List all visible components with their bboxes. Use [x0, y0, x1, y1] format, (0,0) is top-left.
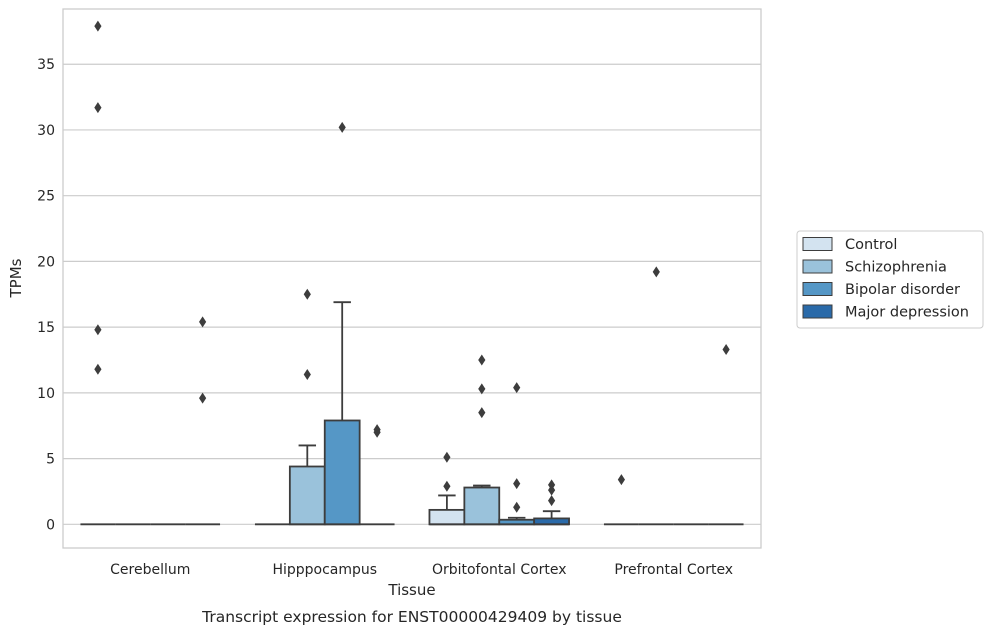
outlier-point	[303, 288, 311, 300]
box-2-1	[463, 484, 501, 526]
box-2-0	[428, 494, 466, 526]
x-tick-label: Cerebellum	[110, 562, 190, 578]
outlier-point	[373, 426, 381, 438]
outlier-point	[478, 407, 486, 419]
y-tick-label: 20	[37, 254, 55, 270]
outlier-point	[199, 392, 207, 404]
box-rect	[323, 419, 361, 526]
box-2-3	[533, 510, 570, 526]
y-tick-labels: 0 5 10 15 20 25 30 35	[37, 57, 55, 533]
x-tick-label: Hipppocampus	[272, 562, 377, 578]
outlier-point	[94, 363, 102, 375]
plot-frame	[62, 8, 762, 549]
outlier-point	[513, 382, 521, 394]
y-tick-label: 35	[37, 57, 55, 73]
outlier-point	[478, 383, 486, 395]
chart-caption: Transcript expression for ENST0000042940…	[201, 608, 622, 626]
y-tick-label: 30	[37, 123, 55, 139]
outlier-point	[94, 102, 102, 114]
legend-frame	[796, 230, 984, 329]
x-tick-label: Orbitofontal Cortex	[432, 562, 567, 578]
y-tick-label: 25	[37, 189, 55, 205]
outliers	[94, 20, 730, 513]
box-rect	[428, 508, 466, 526]
y-axis-title: TPMs	[7, 258, 25, 298]
outlier-point	[94, 20, 102, 32]
y-tick-label: 0	[46, 517, 55, 533]
legend-label: Control	[845, 237, 897, 253]
legend: Control Schizophrenia Bipolar disorder Majo…	[796, 230, 984, 329]
legend-swatch	[802, 304, 833, 319]
outlier-point	[513, 478, 521, 490]
box-rect	[288, 465, 326, 526]
legend-swatch	[802, 259, 833, 274]
grid-lines	[63, 63, 761, 525]
legend-label: Major depression	[845, 305, 969, 321]
outlier-point	[303, 368, 311, 380]
legend-label: Schizophrenia	[845, 260, 947, 276]
x-axis-title: Tissue	[387, 581, 435, 599]
outlier-point	[199, 316, 207, 328]
outlier-point	[617, 474, 625, 486]
box-1-1	[288, 444, 326, 526]
legend-label: Bipolar disorder	[845, 282, 960, 298]
outlier-point	[548, 495, 556, 507]
y-tick-label: 15	[37, 320, 55, 336]
outlier-point	[443, 451, 451, 463]
legend-items: Control Schizophrenia Bipolar disorder Majo…	[802, 237, 969, 321]
box-rect	[463, 486, 501, 526]
box-1-2	[323, 301, 361, 526]
legend-swatch	[802, 237, 833, 251]
y-tick-label: 5	[46, 452, 55, 468]
outlier-point	[722, 343, 730, 355]
boxes	[80, 301, 744, 526]
outlier-point	[478, 354, 486, 366]
x-tick-labels: Cerebellum Hipppocampus Orbitofontal Corte…	[110, 562, 733, 578]
outlier-point	[652, 266, 660, 278]
outlier-point	[94, 324, 102, 336]
outlier-point	[548, 484, 556, 496]
y-tick-label: 10	[37, 386, 55, 402]
outlier-point	[513, 501, 521, 513]
outlier-point	[443, 480, 451, 492]
x-tick-label: Prefrontal Cortex	[614, 562, 733, 578]
legend-swatch	[802, 282, 833, 296]
outlier-point	[338, 121, 346, 133]
box-2-2	[498, 516, 536, 526]
